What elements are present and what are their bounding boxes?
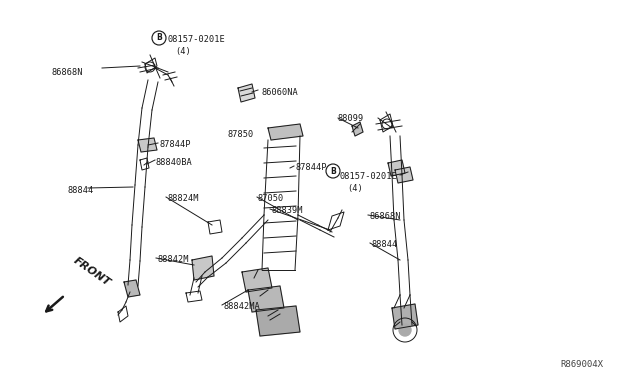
Polygon shape: [395, 167, 413, 183]
Text: B: B: [156, 33, 162, 42]
Text: 88842MA: 88842MA: [224, 302, 260, 311]
Text: 88824M: 88824M: [168, 194, 200, 203]
Text: FRONT: FRONT: [72, 255, 113, 288]
Text: R869004X: R869004X: [560, 360, 603, 369]
Polygon shape: [124, 280, 140, 297]
Text: 88844: 88844: [68, 186, 94, 195]
Text: 88099: 88099: [338, 114, 364, 123]
Text: 86868N: 86868N: [370, 212, 401, 221]
Polygon shape: [192, 256, 214, 280]
Polygon shape: [392, 304, 418, 329]
Text: (4): (4): [347, 184, 363, 193]
Text: 86060NA: 86060NA: [262, 88, 299, 97]
Polygon shape: [352, 122, 363, 136]
Text: (4): (4): [175, 47, 191, 56]
Text: 87844P: 87844P: [296, 163, 328, 172]
Text: 08157-0201E: 08157-0201E: [168, 35, 226, 44]
Circle shape: [152, 31, 166, 45]
Polygon shape: [138, 138, 157, 152]
Text: 87844P: 87844P: [160, 140, 191, 149]
Text: 86868N: 86868N: [52, 68, 83, 77]
Circle shape: [326, 164, 340, 178]
Circle shape: [399, 324, 411, 336]
Text: 88844: 88844: [372, 240, 398, 249]
Polygon shape: [256, 306, 300, 336]
Polygon shape: [248, 286, 284, 312]
Polygon shape: [238, 84, 255, 102]
Text: 08157-0201E: 08157-0201E: [340, 172, 397, 181]
Text: 88839M: 88839M: [272, 206, 303, 215]
Text: 88840BA: 88840BA: [156, 158, 193, 167]
Polygon shape: [388, 160, 405, 176]
Text: B: B: [330, 167, 336, 176]
Text: 87850: 87850: [228, 130, 254, 139]
Text: 87050: 87050: [258, 194, 284, 203]
Polygon shape: [242, 268, 272, 292]
Text: 88842M: 88842M: [158, 255, 189, 264]
Polygon shape: [268, 124, 303, 140]
